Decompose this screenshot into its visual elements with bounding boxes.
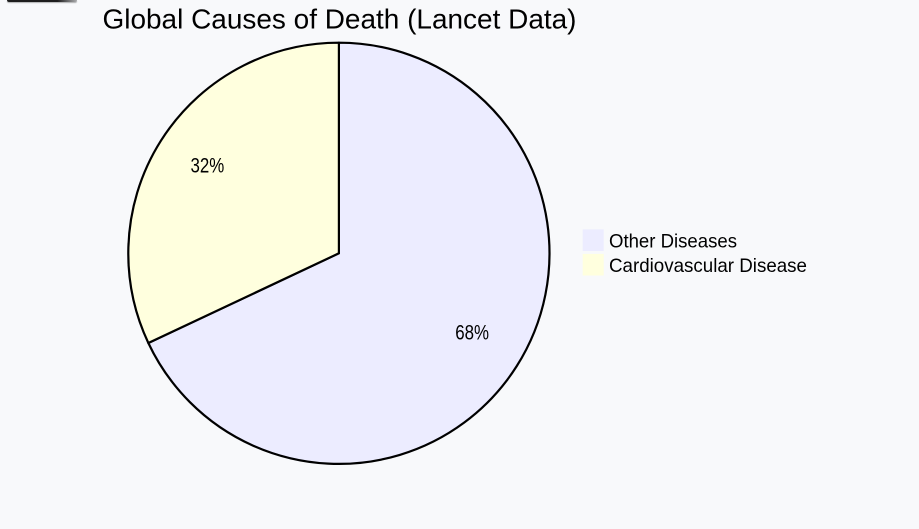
svg-text:Other Diseases: Other Diseases: [609, 231, 737, 253]
svg-text:68%: 68%: [455, 321, 489, 345]
svg-text:Cardiovascular Disease: Cardiovascular Disease: [609, 255, 807, 277]
svg-text:Global Causes of Death (Lancet: Global Causes of Death (Lancet Data): [103, 3, 577, 34]
svg-text:32%: 32%: [191, 153, 225, 177]
